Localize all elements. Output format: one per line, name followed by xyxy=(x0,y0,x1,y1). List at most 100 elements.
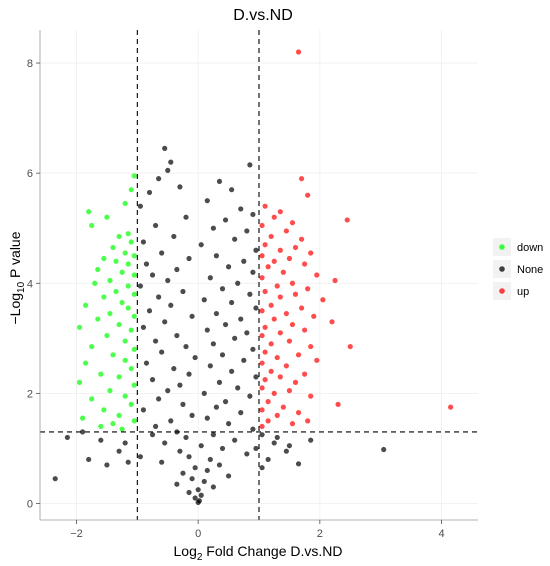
point-none xyxy=(229,368,235,374)
point-down xyxy=(95,266,101,273)
point-none xyxy=(241,357,247,363)
point-down xyxy=(89,396,95,402)
point-none xyxy=(207,456,213,463)
point-down xyxy=(83,302,89,308)
point-none xyxy=(253,247,259,253)
point-none xyxy=(168,159,174,165)
point-down xyxy=(131,382,137,388)
point-none xyxy=(192,495,198,501)
point-none xyxy=(222,217,229,223)
point-none xyxy=(140,407,147,413)
x-tick-label: 2 xyxy=(317,528,323,540)
point-up xyxy=(277,209,283,215)
point-none xyxy=(232,236,238,242)
threshold-lines xyxy=(40,30,478,520)
legend-label: down xyxy=(517,242,543,254)
point-none xyxy=(143,261,150,267)
point-up xyxy=(308,250,314,256)
point-up xyxy=(289,220,296,226)
point-none xyxy=(174,266,180,273)
point-none xyxy=(189,476,195,482)
point-down xyxy=(107,310,113,317)
point-none xyxy=(210,484,216,490)
point-none xyxy=(253,305,259,311)
point-none xyxy=(229,187,235,193)
point-none xyxy=(156,176,162,182)
point-up xyxy=(268,302,274,308)
point-up xyxy=(274,283,280,289)
point-none xyxy=(241,258,247,264)
point-none xyxy=(271,440,277,446)
point-none xyxy=(198,242,204,248)
data-points xyxy=(52,49,454,505)
point-up xyxy=(271,390,277,396)
point-none xyxy=(232,335,238,341)
point-none xyxy=(149,432,156,438)
point-none xyxy=(207,363,213,369)
point-down xyxy=(110,421,116,427)
point-down xyxy=(76,324,83,330)
point-none xyxy=(253,374,259,380)
point-down xyxy=(128,327,134,333)
point-up xyxy=(259,423,265,430)
point-up xyxy=(347,343,353,350)
legend-label: None xyxy=(517,264,543,276)
point-none xyxy=(213,404,220,410)
point-none xyxy=(180,470,186,476)
point-up xyxy=(283,310,289,317)
point-down xyxy=(128,187,134,193)
point-none xyxy=(165,277,171,284)
y-tick-label: 6 xyxy=(27,168,33,180)
point-up xyxy=(289,280,296,286)
point-down xyxy=(122,338,128,344)
x-tick-label: 4 xyxy=(438,528,444,540)
point-up xyxy=(262,324,268,330)
point-up xyxy=(308,343,314,350)
point-down xyxy=(104,332,110,339)
point-up xyxy=(265,264,271,270)
point-none xyxy=(192,465,198,471)
point-none xyxy=(295,461,302,467)
point-none xyxy=(162,145,168,151)
point-down xyxy=(131,346,137,352)
point-none xyxy=(52,476,58,482)
point-none xyxy=(159,349,165,355)
point-up xyxy=(292,291,299,297)
point-up xyxy=(314,272,320,278)
point-down xyxy=(131,272,137,278)
point-down xyxy=(131,291,137,297)
point-up xyxy=(329,319,335,325)
legend-label: up xyxy=(517,286,529,298)
point-up xyxy=(302,327,308,333)
point-none xyxy=(192,354,198,361)
point-none xyxy=(225,473,232,479)
point-down xyxy=(110,352,116,358)
point-up xyxy=(277,247,283,253)
point-up xyxy=(289,321,296,328)
point-none xyxy=(244,330,250,336)
point-none xyxy=(253,445,259,452)
point-none xyxy=(177,382,183,388)
point-down xyxy=(95,316,101,322)
point-down xyxy=(113,258,119,264)
point-up xyxy=(259,407,265,413)
point-down xyxy=(113,288,119,295)
point-up xyxy=(320,297,326,303)
point-none xyxy=(146,189,153,196)
point-none xyxy=(381,446,387,453)
legend-marker-none xyxy=(499,266,505,272)
point-up xyxy=(259,275,265,281)
point-none xyxy=(210,432,216,438)
point-none xyxy=(104,462,110,468)
point-up xyxy=(283,363,289,369)
point-up xyxy=(295,410,302,416)
point-up xyxy=(259,385,265,391)
point-none xyxy=(238,206,244,212)
legend: down None up xyxy=(493,238,543,300)
point-down xyxy=(131,253,137,259)
point-down xyxy=(76,379,83,385)
point-up xyxy=(298,236,305,242)
point-up xyxy=(259,222,265,229)
point-none xyxy=(195,499,201,505)
point-none xyxy=(162,440,168,446)
